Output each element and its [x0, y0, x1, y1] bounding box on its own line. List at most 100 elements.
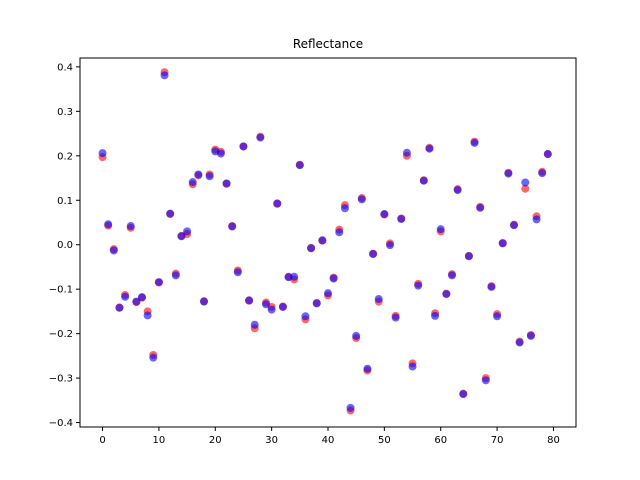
y-tick-label: 0.2: [57, 151, 73, 162]
x-tick-label: 50: [378, 435, 391, 446]
data-point: [504, 169, 513, 178]
series-1: [98, 71, 552, 412]
data-point: [290, 272, 299, 281]
data-point: [245, 296, 254, 305]
y-tick-label: −0.2: [49, 329, 73, 340]
axis-layer: 0 10 20 30 40 50 60 70 80 −0.4 −0.3 −0.2 −0.1 0.0 0.1 0…: [49, 62, 560, 446]
data-point: [346, 403, 355, 412]
x-tick-label: 70: [491, 435, 504, 446]
data-point: [402, 148, 411, 157]
data-point: [250, 320, 259, 329]
data-point: [470, 138, 479, 147]
data-point: [177, 232, 186, 241]
x-tick-label: 0: [99, 435, 105, 446]
data-point: [357, 195, 366, 204]
data-point: [278, 302, 287, 311]
data-point: [425, 144, 434, 153]
data-point: [228, 222, 237, 231]
data-point: [487, 282, 496, 291]
data-point: [267, 305, 276, 314]
data-point: [419, 176, 428, 185]
data-point: [380, 210, 389, 219]
data-point: [510, 221, 518, 230]
x-tick-label: 20: [209, 435, 222, 446]
data-point: [436, 225, 445, 234]
data-point: [273, 199, 282, 208]
x-tick-label: 60: [434, 435, 447, 446]
data-point: [183, 227, 192, 236]
plot-frame: [79, 57, 577, 428]
data-point: [154, 278, 163, 287]
data-point: [543, 150, 552, 159]
data-point: [464, 252, 473, 261]
data-point: [352, 331, 361, 340]
data-point: [98, 149, 107, 158]
data-point: [216, 149, 225, 158]
x-tick-label: 40: [322, 435, 335, 446]
data-point: [414, 281, 423, 290]
data-point: [442, 290, 451, 299]
data-point: [515, 338, 524, 347]
data-point: [459, 390, 468, 399]
data-point: [448, 271, 456, 280]
data-point: [239, 142, 248, 151]
data-point: [318, 236, 327, 245]
data-point: [476, 203, 485, 212]
data-point: [132, 297, 141, 306]
data-point: [408, 362, 417, 371]
data-point: [397, 214, 406, 223]
data-point: [312, 299, 321, 308]
data-point: [222, 179, 231, 188]
data-point: [307, 244, 316, 253]
data-point: [171, 271, 180, 280]
data-point: [386, 241, 394, 250]
data-point: [532, 215, 541, 224]
y-tick-label: 0.3: [57, 107, 73, 118]
data-point: [301, 312, 310, 321]
data-point: [104, 220, 113, 229]
data-point: [138, 293, 146, 302]
data-point: [115, 303, 124, 312]
data-point: [374, 294, 383, 303]
data-point: [329, 274, 338, 283]
data-point: [521, 184, 530, 193]
data-point: [369, 250, 378, 259]
data-point: [233, 268, 242, 277]
data-point: [335, 228, 344, 237]
data-point: [126, 222, 135, 231]
y-tick-label: −0.1: [49, 285, 73, 296]
data-point: [521, 178, 530, 187]
data-point: [121, 292, 130, 301]
data-point: [143, 311, 152, 320]
data-point: [498, 239, 507, 248]
y-tick-label: −0.4: [49, 418, 73, 429]
data-point: [256, 133, 265, 142]
data-point: [262, 300, 270, 309]
data-point: [431, 311, 440, 320]
data-point: [324, 289, 332, 298]
y-tick-label: 0.4: [57, 62, 73, 73]
data-point: [166, 209, 175, 218]
data-point: [526, 331, 535, 340]
data-point: [481, 376, 490, 385]
data-point: [160, 71, 169, 80]
data-point: [493, 312, 502, 321]
data-point: [149, 353, 158, 362]
data-point: [200, 297, 208, 306]
data-point: [340, 204, 349, 213]
series-layer: [98, 68, 552, 415]
data-point: [194, 170, 203, 179]
x-tick-label: 30: [265, 435, 278, 446]
data-point: [205, 172, 214, 181]
y-tick-label: 0.0: [57, 240, 73, 251]
y-tick-label: 0.1: [57, 196, 73, 207]
data-point: [391, 313, 400, 322]
x-tick-label: 10: [153, 435, 166, 446]
y-tick-label: −0.3: [49, 374, 73, 385]
data-point: [363, 364, 372, 373]
data-point: [453, 186, 462, 195]
data-point: [538, 169, 547, 178]
data-point: [109, 246, 118, 255]
data-point: [188, 178, 197, 187]
